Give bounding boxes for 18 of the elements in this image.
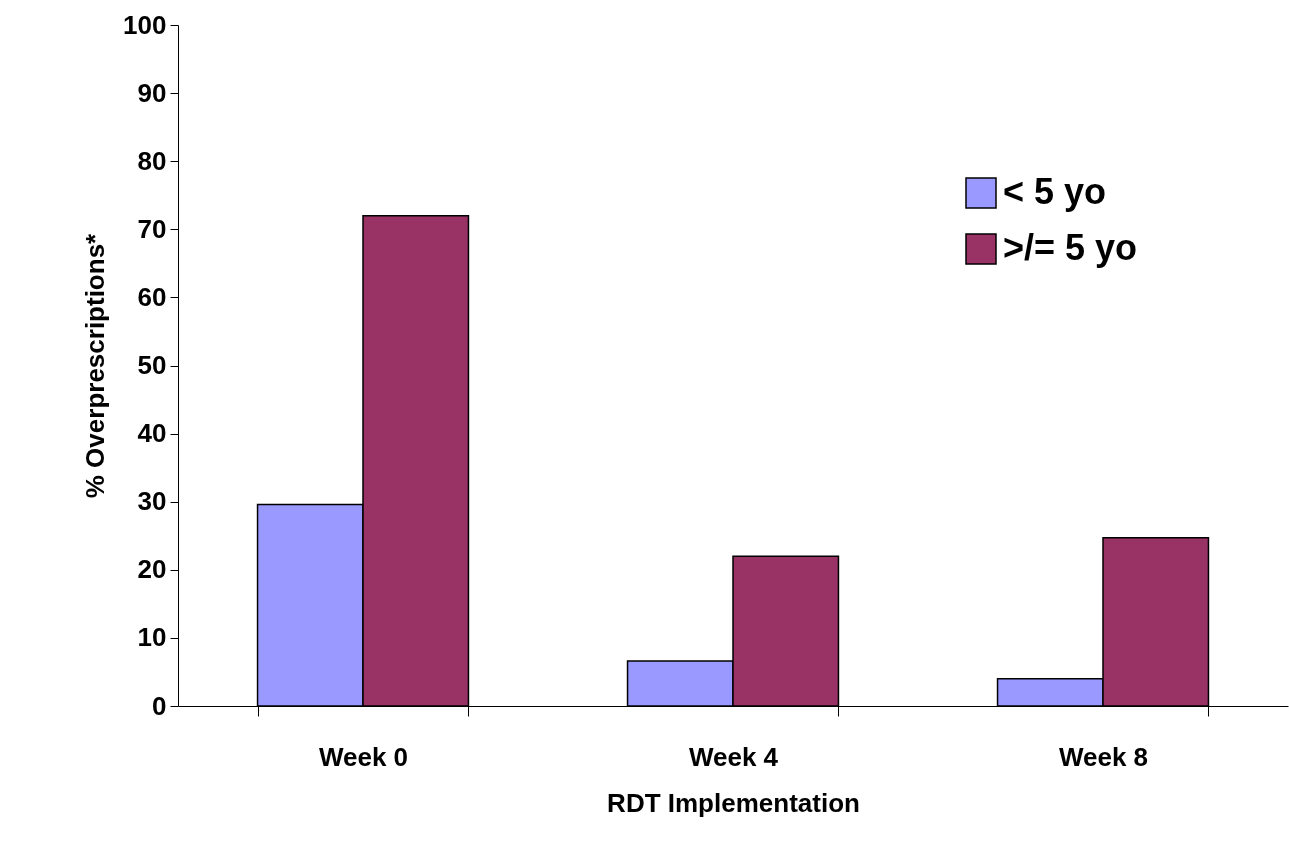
y-tick-label: 10 <box>137 622 167 653</box>
legend-label: >/= 5 yo <box>1003 227 1138 268</box>
y-tick-label: 0 <box>152 690 167 721</box>
x-tick-label: Week 4 <box>688 741 779 772</box>
y-tick-label: 50 <box>137 350 167 380</box>
legend-label: < 5 yo <box>1003 171 1107 212</box>
y-tick-label: 70 <box>137 213 167 244</box>
y-axis-title: % Overprescriptions* <box>80 232 111 499</box>
y-tick-label: 30 <box>137 486 167 517</box>
x-tick-label: Week 8 <box>1058 741 1149 772</box>
x-axis-title: RDT Implementation <box>607 787 860 818</box>
y-tick-label: 40 <box>137 418 167 449</box>
y-tick-label: 20 <box>137 554 167 585</box>
x-tick-label: Week 0 <box>318 741 409 772</box>
y-tick-label: 80 <box>137 145 167 176</box>
y-tick-label: 100 <box>123 9 167 40</box>
y-tick-label: 90 <box>137 77 167 108</box>
y-tick-label: 60 <box>137 281 167 312</box>
